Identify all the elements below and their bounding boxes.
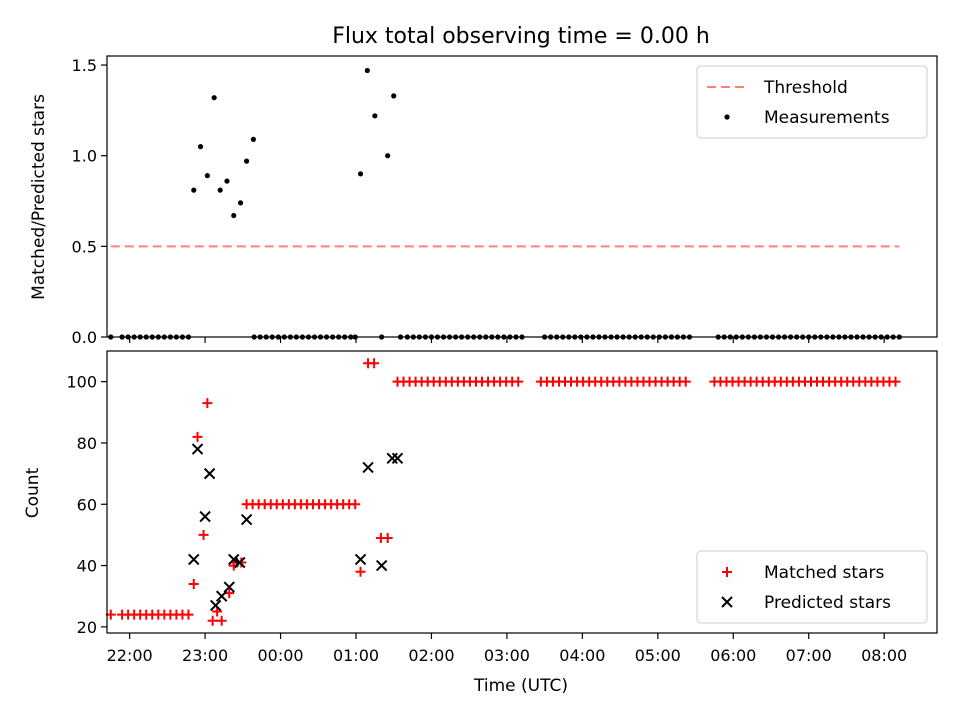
- predicted-stars-point: [191, 443, 204, 455]
- top-legend-box: [696, 65, 928, 139]
- matched-stars-point: [198, 529, 209, 540]
- predicted-stars-point: [375, 559, 388, 572]
- matched-stars-point: [192, 431, 203, 442]
- measurements-point: [217, 187, 223, 193]
- matched-stars-point: [680, 376, 691, 387]
- top-y-tick-label: 1.5: [72, 56, 97, 75]
- x-tick-label: 03:00: [484, 646, 530, 665]
- legend-label: Predicted stars: [764, 593, 891, 613]
- matched-stars-point: [183, 609, 194, 620]
- matched-stars-point: [513, 376, 524, 387]
- predicted-stars-point: [223, 581, 235, 593]
- legend-label: Matched stars: [764, 563, 884, 583]
- measurements-point: [250, 136, 256, 142]
- predicted-stars-point: [228, 553, 240, 566]
- x-axis-label: Time (UTC): [473, 676, 568, 696]
- matched-stars-point: [207, 615, 218, 626]
- measurements-point: [237, 200, 244, 206]
- predicted-stars-point: [209, 599, 222, 612]
- bottom-axes-frame: [106, 350, 938, 634]
- predicted-stars-point: [215, 590, 228, 602]
- predicted-stars-point: [391, 452, 404, 464]
- legend-label: Measurements: [764, 108, 890, 128]
- measurements-point: [385, 153, 391, 159]
- bottom-y-tick-label: 20: [77, 618, 97, 637]
- measurements-point: [224, 178, 230, 184]
- legend-predicted-swatch: [721, 596, 733, 608]
- x-tick-label: 00:00: [257, 646, 303, 665]
- predicted-stars-point: [354, 553, 367, 566]
- predicted-stars-point: [240, 513, 253, 526]
- bottom-y-tick-label: 80: [77, 434, 97, 453]
- measurements-point: [191, 187, 197, 193]
- x-tick-label: 08:00: [861, 646, 907, 665]
- predicted-stars-point: [188, 553, 200, 566]
- predicted-stars-point: [386, 452, 398, 464]
- matched-stars-point: [369, 358, 380, 369]
- legend-matched-swatch: [722, 567, 732, 577]
- bottom-y-tick-label: 60: [77, 495, 97, 514]
- legend-label: Threshold: [763, 78, 848, 98]
- top-y-tick-label: 1.0: [72, 147, 97, 166]
- predicted-stars-point: [362, 461, 374, 474]
- x-tick-label: 23:00: [182, 646, 228, 665]
- matched-stars-point: [350, 499, 361, 510]
- matched-stars-point: [188, 578, 199, 589]
- measurements-point: [243, 158, 250, 164]
- measurements-point: [372, 113, 378, 119]
- top-y-axis-label: Matched/Predicted stars: [29, 94, 49, 300]
- measurements-point: [231, 212, 237, 219]
- bottom-y-tick-label: 100: [66, 373, 97, 392]
- predicted-stars-point: [199, 510, 211, 523]
- x-tick-label: 06:00: [710, 646, 756, 665]
- bottom-y-tick-label: 40: [77, 557, 97, 576]
- x-tick-label: 05:00: [635, 646, 681, 665]
- top-axes-frame: [106, 55, 938, 338]
- bottom-panel: 20 40 60 80 100 22:00 23:00 00:00 01:00 02:00 03:0…: [66, 350, 938, 665]
- x-tick-label: 02:00: [408, 646, 454, 665]
- top-panel: 0.0 0.5 1.0 1.5 Threshold Measurements: [72, 55, 938, 347]
- matched-stars-point: [890, 376, 901, 387]
- matched-stars-point: [355, 566, 366, 577]
- x-tick-label: 01:00: [333, 646, 379, 665]
- bottom-legend-box: [696, 550, 928, 624]
- matched-stars-point: [216, 615, 227, 626]
- predicted-stars-point: [234, 556, 246, 569]
- predicted-stars-point: [203, 467, 216, 480]
- measurements-point: [391, 93, 397, 99]
- matched-stars-point: [202, 398, 213, 409]
- x-tick-label: 22:00: [107, 646, 153, 665]
- measurements-point: [197, 144, 204, 150]
- measurements-point: [211, 95, 217, 101]
- measurements-point: [364, 67, 370, 74]
- top-y-tick-label: 0.0: [72, 328, 97, 347]
- measurements-point: [204, 173, 210, 179]
- x-tick-label: 07:00: [786, 646, 832, 665]
- legend-measurements-swatch: [724, 114, 730, 120]
- measurements-point: [357, 171, 364, 177]
- chart-title: Flux total observing time = 0.00 h: [332, 24, 710, 49]
- top-y-tick-label: 0.5: [72, 237, 97, 256]
- matched-stars-point: [382, 532, 393, 543]
- bottom-y-axis-label: Count: [23, 467, 43, 518]
- x-tick-label: 04:00: [559, 646, 605, 665]
